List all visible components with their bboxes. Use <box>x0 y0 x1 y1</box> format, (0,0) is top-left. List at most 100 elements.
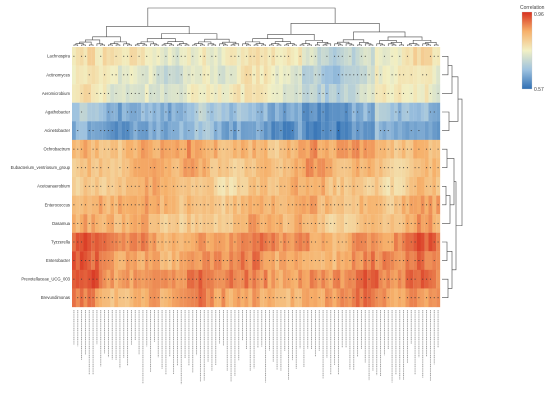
significance-marker <box>219 297 221 299</box>
heatmap-cell <box>236 102 241 122</box>
significance-marker <box>134 92 136 94</box>
significance-marker <box>437 55 439 57</box>
heatmap-cell <box>340 84 345 103</box>
row-label: Aeromicrobium <box>42 91 71 96</box>
heatmap-cell <box>221 47 226 66</box>
significance-marker <box>272 297 274 299</box>
significance-marker <box>234 55 236 57</box>
heatmap-cell <box>279 269 283 289</box>
significance-marker <box>92 278 94 280</box>
heatmap-cell <box>279 65 283 85</box>
heatmap-cell <box>183 121 188 141</box>
significance-marker <box>207 185 209 187</box>
significance-marker <box>426 222 428 224</box>
heatmap-cell <box>121 84 126 103</box>
significance-marker <box>173 297 175 299</box>
significance-marker <box>207 204 209 206</box>
significance-marker <box>127 74 129 76</box>
significance-marker <box>123 222 125 224</box>
significance-marker <box>395 260 397 262</box>
significance-marker <box>334 55 336 57</box>
significance-marker <box>119 278 121 280</box>
significance-marker <box>288 260 290 262</box>
heatmap-cell <box>371 102 375 122</box>
dendrogram-branch <box>100 44 105 46</box>
heatmap-cell <box>144 158 149 178</box>
significance-marker <box>299 185 301 187</box>
significance-marker <box>173 185 175 187</box>
significance-marker <box>372 241 374 243</box>
heatmap-cell <box>141 158 145 178</box>
significance-marker <box>115 222 117 224</box>
heatmap-cell <box>267 214 272 233</box>
significance-marker <box>104 260 106 262</box>
significance-marker <box>380 167 382 169</box>
heatmap-cell <box>305 102 310 122</box>
heatmap-cell <box>420 214 425 233</box>
significance-marker <box>307 204 309 206</box>
significance-marker <box>391 260 393 262</box>
dendrogram-branch <box>414 44 420 46</box>
significance-marker <box>406 55 408 57</box>
significance-marker <box>127 167 129 169</box>
heatmap-cell <box>259 232 264 252</box>
significance-marker <box>311 260 313 262</box>
significance-marker <box>92 204 94 206</box>
significance-marker <box>96 204 98 206</box>
heatmap-cell <box>424 251 429 271</box>
heatmap-cell <box>194 139 199 159</box>
significance-marker <box>288 204 290 206</box>
significance-marker <box>123 278 125 280</box>
significance-marker <box>280 148 282 150</box>
significance-marker <box>284 297 286 299</box>
significance-marker <box>391 241 393 243</box>
significance-marker <box>203 167 205 169</box>
heatmap-cell <box>137 102 142 122</box>
significance-marker <box>230 92 232 94</box>
significance-marker <box>104 278 106 280</box>
significance-marker <box>134 167 136 169</box>
heatmap-cell <box>160 195 165 215</box>
significance-marker <box>184 111 186 113</box>
significance-marker <box>173 278 175 280</box>
significance-marker <box>341 74 343 76</box>
heatmap-cell <box>351 84 356 103</box>
heatmap-cell <box>190 139 195 159</box>
heatmap-cell <box>328 47 333 66</box>
significance-marker <box>157 297 159 299</box>
significance-marker <box>249 222 251 224</box>
significance-marker <box>165 241 167 243</box>
heatmap-cell <box>424 84 429 103</box>
heatmap-cell <box>374 177 379 196</box>
significance-marker <box>337 204 339 206</box>
heatmap-cell <box>325 102 329 122</box>
significance-marker <box>349 167 351 169</box>
significance-marker <box>383 297 385 299</box>
significance-marker <box>422 74 424 76</box>
significance-marker <box>142 111 144 113</box>
significance-marker <box>280 204 282 206</box>
heatmap-cell <box>413 65 418 85</box>
dendrogram-branch <box>338 44 343 46</box>
significance-marker <box>261 148 263 150</box>
heatmap-cell <box>374 269 379 289</box>
significance-marker <box>138 222 140 224</box>
heatmap-cell <box>206 288 211 308</box>
significance-marker <box>429 167 431 169</box>
significance-marker <box>157 260 159 262</box>
significance-marker <box>146 278 148 280</box>
significance-marker <box>234 222 236 224</box>
heatmap-cell <box>302 121 306 141</box>
significance-marker <box>261 111 263 113</box>
significance-marker <box>157 148 159 150</box>
significance-marker <box>184 55 186 57</box>
significance-marker <box>383 148 385 150</box>
heatmap-cell <box>217 84 222 103</box>
dendrogram-branch <box>387 36 423 41</box>
heatmap-cell <box>179 121 184 141</box>
heatmap-cell <box>236 158 241 178</box>
heatmap-cell <box>236 232 241 252</box>
significance-marker <box>391 185 393 187</box>
heatmap-cell <box>210 195 214 215</box>
heatmap-cell <box>244 102 249 122</box>
